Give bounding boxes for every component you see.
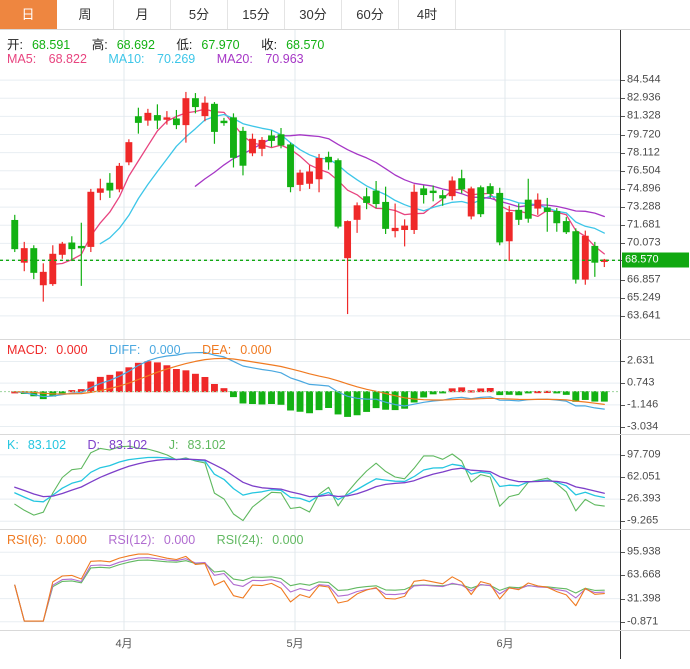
macd-axis-label: -1.146 bbox=[627, 398, 659, 411]
price-plot-area[interactable] bbox=[0, 30, 620, 339]
tab-60min[interactable]: 60分 bbox=[342, 0, 399, 29]
rsi-axis-tick bbox=[621, 552, 625, 554]
price-axis-label: 74.896 bbox=[627, 182, 661, 195]
price-axis-tick bbox=[621, 80, 625, 82]
price-axis-tick bbox=[621, 315, 625, 317]
price-axis-tick bbox=[621, 297, 625, 299]
kdj-panel[interactable]: K: 83.102 D: 83.102 J: 83.102 97.709 62.051 2… bbox=[0, 435, 690, 530]
price-axis-tick bbox=[621, 188, 625, 190]
kdj-axis-label: 62.051 bbox=[627, 470, 661, 483]
price-axis-label: 84.544 bbox=[627, 73, 661, 86]
time-axis-label: 5月 bbox=[286, 638, 304, 650]
kdj-plot-area[interactable] bbox=[0, 435, 620, 529]
time-axis-labels: 4月 5月 6月 bbox=[0, 631, 620, 659]
time-axis: 4月 5月 6月 bbox=[0, 631, 690, 659]
rsi-axis: 95.938 63.668 31.398 -0.871 bbox=[620, 530, 690, 630]
price-axis-tick bbox=[621, 279, 625, 281]
tab-month[interactable]: 月 bbox=[114, 0, 171, 29]
tab-15min[interactable]: 15分 bbox=[228, 0, 285, 29]
kdj-svg bbox=[0, 435, 620, 529]
price-axis-label: 73.288 bbox=[627, 200, 661, 213]
macd-axis-label: -3.034 bbox=[627, 420, 659, 433]
price-axis-label: 63.641 bbox=[627, 309, 661, 322]
price-axis-tick bbox=[621, 152, 625, 154]
price-axis-label: 79.720 bbox=[627, 128, 661, 141]
macd-panel[interactable]: MACD: 0.000 DIFF: 0.000 DEA: 0.000 2.631 0.7… bbox=[0, 340, 690, 435]
macd-axis-tick bbox=[621, 426, 625, 428]
rsi-axis-tick bbox=[621, 575, 625, 577]
kdj-axis-tick bbox=[621, 476, 625, 478]
price-axis-label: 71.681 bbox=[627, 218, 661, 231]
macd-axis-label: 0.743 bbox=[627, 376, 655, 389]
kdj-axis-label: 26.393 bbox=[627, 492, 661, 505]
price-axis-label: 76.504 bbox=[627, 164, 661, 177]
macd-svg bbox=[0, 340, 620, 434]
price-axis-label: 65.249 bbox=[627, 291, 661, 304]
tab-5min[interactable]: 5分 bbox=[171, 0, 228, 29]
tab-30min[interactable]: 30分 bbox=[285, 0, 342, 29]
tabbar-filler bbox=[456, 0, 690, 29]
kdj-axis-label: -9.265 bbox=[627, 514, 659, 527]
rsi-axis-tick bbox=[621, 621, 625, 623]
rsi-axis-label: 63.668 bbox=[627, 568, 661, 581]
rsi-axis-label: 95.938 bbox=[627, 545, 661, 558]
rsi-plot-area[interactable] bbox=[0, 530, 620, 630]
macd-axis-tick bbox=[621, 361, 625, 363]
macd-plot-area[interactable] bbox=[0, 340, 620, 434]
price-axis-label: 82.936 bbox=[627, 91, 661, 104]
kdj-axis-tick bbox=[621, 454, 625, 456]
price-axis-tick bbox=[621, 225, 625, 227]
price-axis-tick bbox=[621, 243, 625, 245]
rsi-panel[interactable]: RSI(6): 0.000 RSI(12): 0.000 RSI(24): 0.000… bbox=[0, 530, 690, 631]
kdj-axis-tick bbox=[621, 521, 625, 523]
price-axis-tick bbox=[621, 170, 625, 172]
price-axis: 84.544 82.936 81.328 79.720 78.112 76.504 74.8… bbox=[620, 30, 690, 339]
time-axis-label: 6月 bbox=[496, 638, 514, 650]
timeframe-tabbar: 日 周 月 5分 15分 30分 60分 4时 bbox=[0, 0, 690, 30]
price-axis-tick bbox=[621, 207, 625, 209]
price-axis-tick bbox=[621, 134, 625, 136]
rsi-axis-label: 31.398 bbox=[627, 592, 661, 605]
macd-axis-label: 2.631 bbox=[627, 354, 655, 367]
price-axis-tick bbox=[621, 116, 625, 118]
last-price-tag: 68.570 bbox=[622, 252, 689, 268]
kdj-axis-label: 97.709 bbox=[627, 448, 661, 461]
tab-week[interactable]: 周 bbox=[57, 0, 114, 29]
kdj-axis-tick bbox=[621, 499, 625, 501]
macd-axis-tick bbox=[621, 383, 625, 385]
rsi-axis-label: -0.871 bbox=[627, 615, 659, 628]
time-axis-label: 4月 bbox=[115, 638, 133, 650]
macd-axis: 2.631 0.743 -1.146 -3.034 bbox=[620, 340, 690, 434]
price-axis-label: 81.328 bbox=[627, 109, 661, 122]
candlestick-svg bbox=[0, 30, 620, 339]
price-axis-label: 66.857 bbox=[627, 273, 661, 286]
price-axis-label: 70.073 bbox=[627, 236, 661, 249]
tab-4hour[interactable]: 4时 bbox=[399, 0, 456, 29]
price-axis-tick bbox=[621, 98, 625, 100]
price-chart-panel[interactable]: 开: 68.591 高: 68.692 低: 67.970 收: 68.570 MA5:… bbox=[0, 30, 690, 340]
price-axis-label: 78.112 bbox=[627, 146, 660, 159]
axis-corner bbox=[620, 631, 690, 659]
kdj-axis: 97.709 62.051 26.393 -9.265 bbox=[620, 435, 690, 529]
macd-axis-tick bbox=[621, 404, 625, 406]
rsi-axis-tick bbox=[621, 598, 625, 600]
tab-day[interactable]: 日 bbox=[0, 0, 57, 29]
rsi-svg bbox=[0, 530, 620, 630]
